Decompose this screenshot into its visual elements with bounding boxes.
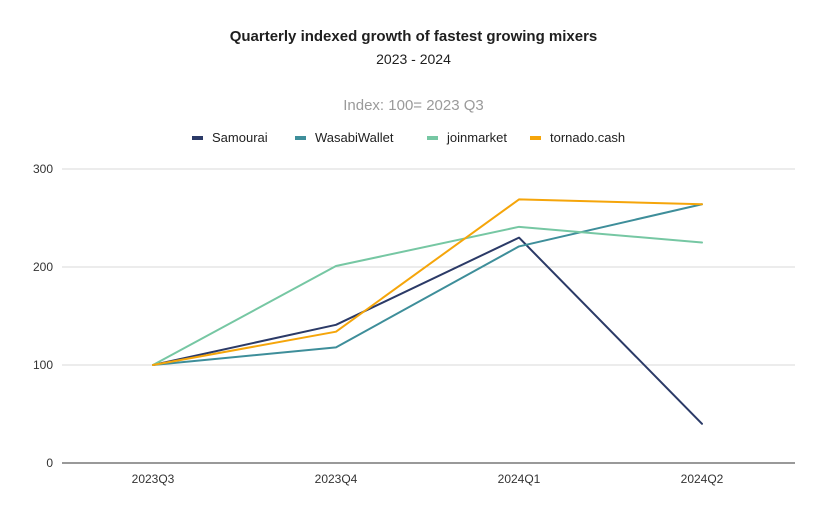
series-line-joinmarket [152, 225, 703, 366]
y-tick-label: 200 [33, 260, 53, 274]
data-point [518, 226, 520, 228]
data-point [701, 423, 703, 425]
data-point [518, 198, 520, 200]
y-tick-label: 0 [46, 456, 53, 470]
data-point [335, 331, 337, 333]
legend-item[interactable]: Samourai [192, 130, 268, 145]
legend-item[interactable]: joinmarket [427, 130, 507, 145]
data-point [335, 346, 337, 348]
series-line-samourai [152, 236, 703, 425]
series-lines [152, 198, 703, 425]
x-tick-label: 2024Q1 [498, 472, 541, 486]
data-point [518, 245, 520, 247]
legend: Samourai WasabiWallet joinmarket tornado.ca… [192, 130, 625, 145]
x-tick-label: 2024Q2 [681, 472, 724, 486]
x-tick-label: 2023Q3 [132, 472, 175, 486]
chart-title: Quarterly indexed growth of fastest grow… [229, 28, 598, 45]
x-axis: 2023Q3 2023Q4 2024Q1 2024Q2 [62, 462, 795, 486]
index-annotation: Index: 100= 2023 Q3 [343, 97, 484, 114]
legend-label: WasabiWallet [315, 130, 394, 145]
chart-subtitle: 2023 - 2024 [376, 51, 451, 67]
y-tick-label: 300 [33, 162, 53, 176]
data-point [335, 324, 337, 326]
series-line-wasabiwallet [152, 203, 703, 366]
legend-label: joinmarket [446, 130, 507, 145]
y-tick-label: 100 [33, 358, 53, 372]
legend-item[interactable]: WasabiWallet [295, 130, 394, 145]
data-point [518, 237, 520, 239]
data-point [701, 203, 703, 205]
y-axis: 0 100 200 300 [33, 162, 53, 470]
gridlines [62, 168, 795, 366]
data-point [152, 364, 154, 366]
series-line-tornado-cash [152, 198, 703, 366]
data-point [701, 242, 703, 243]
legend-label: Samourai [212, 130, 268, 145]
legend-item[interactable]: tornado.cash [530, 130, 625, 145]
legend-label: tornado.cash [550, 130, 625, 145]
data-point [335, 265, 337, 267]
x-tick-label: 2023Q4 [315, 472, 358, 486]
